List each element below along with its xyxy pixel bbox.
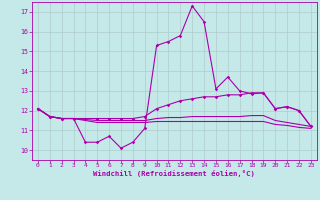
X-axis label: Windchill (Refroidissement éolien,°C): Windchill (Refroidissement éolien,°C)	[93, 170, 255, 177]
